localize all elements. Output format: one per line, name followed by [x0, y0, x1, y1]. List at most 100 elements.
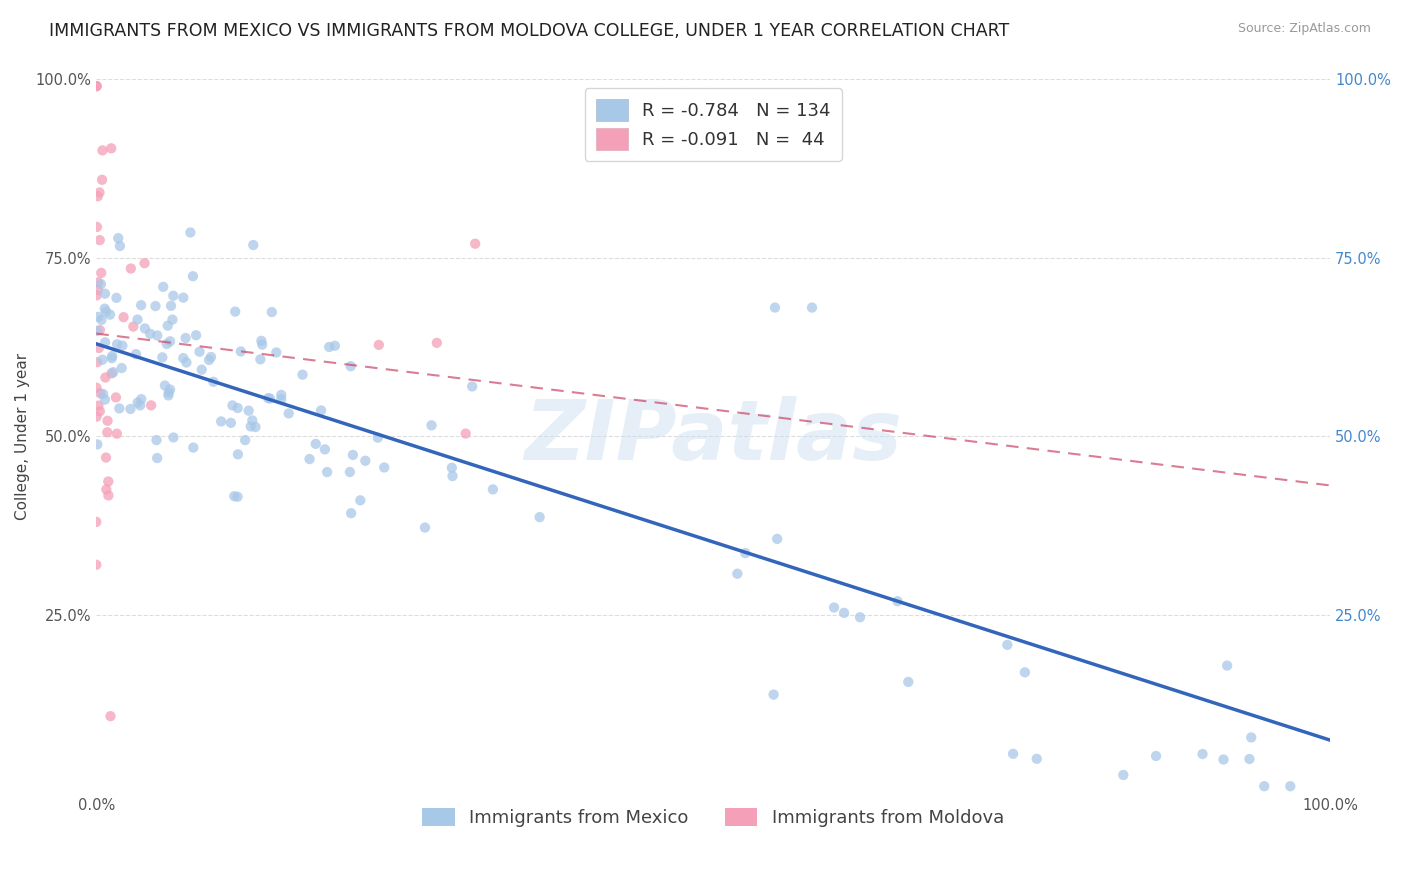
Point — [1112, 768, 1135, 782]
Point — [1253, 779, 1275, 793]
Point — [1216, 658, 1239, 673]
Point — [226, 401, 249, 415]
Point — [270, 388, 292, 402]
Point — [229, 344, 252, 359]
Point — [84, 558, 107, 572]
Point — [249, 352, 271, 367]
Point — [86, 324, 108, 338]
Point — [305, 437, 328, 451]
Point — [298, 452, 321, 467]
Point — [157, 388, 180, 402]
Point — [454, 426, 477, 441]
Point — [96, 425, 118, 440]
Point — [139, 326, 162, 341]
Point — [242, 238, 264, 252]
Point — [1191, 747, 1213, 761]
Point — [91, 387, 114, 401]
Point — [529, 510, 551, 524]
Point — [995, 638, 1018, 652]
Point — [181, 269, 204, 284]
Point — [190, 362, 212, 376]
Text: IMMIGRANTS FROM MEXICO VS IMMIGRANTS FROM MOLDOVA COLLEGE, UNDER 1 YEAR CORRELAT: IMMIGRANTS FROM MEXICO VS IMMIGRANTS FRO… — [49, 22, 1010, 40]
Point — [87, 310, 110, 324]
Point — [101, 349, 124, 363]
Point — [886, 594, 908, 608]
Point — [766, 532, 789, 546]
Point — [314, 442, 336, 457]
Point — [1240, 731, 1263, 745]
Point — [87, 341, 110, 355]
Point — [482, 483, 505, 497]
Point — [105, 291, 128, 305]
Text: Source: ZipAtlas.com: Source: ZipAtlas.com — [1237, 22, 1371, 36]
Point — [86, 79, 108, 94]
Point — [1002, 747, 1025, 761]
Point — [172, 351, 194, 365]
Point — [209, 414, 232, 428]
Point — [162, 430, 184, 444]
Point — [340, 506, 363, 520]
Point — [156, 337, 179, 351]
Point — [86, 409, 108, 424]
Point — [1239, 752, 1261, 766]
Point — [100, 141, 122, 155]
Point — [100, 709, 122, 723]
Point — [160, 299, 183, 313]
Point — [105, 426, 128, 441]
Point — [94, 450, 117, 465]
Point — [339, 465, 361, 479]
Point — [93, 301, 115, 316]
Point — [1144, 748, 1167, 763]
Point — [107, 231, 129, 245]
Point — [1014, 665, 1036, 680]
Point — [832, 606, 855, 620]
Point — [184, 328, 207, 343]
Point — [349, 493, 371, 508]
Point — [120, 261, 142, 276]
Point — [159, 383, 181, 397]
Point — [86, 288, 108, 302]
Point — [84, 515, 107, 529]
Point — [90, 277, 112, 292]
Y-axis label: College, Under 1 year: College, Under 1 year — [15, 352, 30, 520]
Point — [150, 351, 173, 365]
Point — [86, 219, 108, 234]
Point — [94, 304, 117, 318]
Point — [89, 186, 111, 200]
Text: ZIPatlas: ZIPatlas — [524, 396, 903, 476]
Point — [94, 370, 117, 384]
Point — [97, 475, 120, 489]
Point — [103, 365, 125, 379]
Point — [87, 189, 110, 203]
Point — [233, 433, 256, 447]
Point — [105, 337, 128, 351]
Point — [100, 367, 122, 381]
Point — [139, 398, 162, 412]
Point — [250, 334, 273, 348]
Point — [90, 313, 112, 327]
Point — [461, 379, 484, 393]
Point — [221, 398, 243, 412]
Point — [134, 321, 156, 335]
Point — [200, 350, 222, 364]
Point — [259, 392, 281, 406]
Point — [127, 312, 149, 326]
Point — [181, 441, 204, 455]
Point — [823, 600, 845, 615]
Point — [224, 489, 246, 503]
Point — [373, 460, 395, 475]
Point — [89, 386, 111, 401]
Point — [309, 403, 332, 417]
Point — [316, 465, 339, 479]
Point — [153, 378, 176, 392]
Point — [96, 414, 118, 428]
Point — [94, 286, 117, 301]
Point — [250, 337, 273, 351]
Point — [87, 399, 110, 413]
Point — [87, 283, 110, 297]
Point — [100, 351, 122, 366]
Point — [426, 335, 449, 350]
Point — [1212, 752, 1234, 766]
Point — [367, 338, 389, 352]
Point — [96, 483, 118, 497]
